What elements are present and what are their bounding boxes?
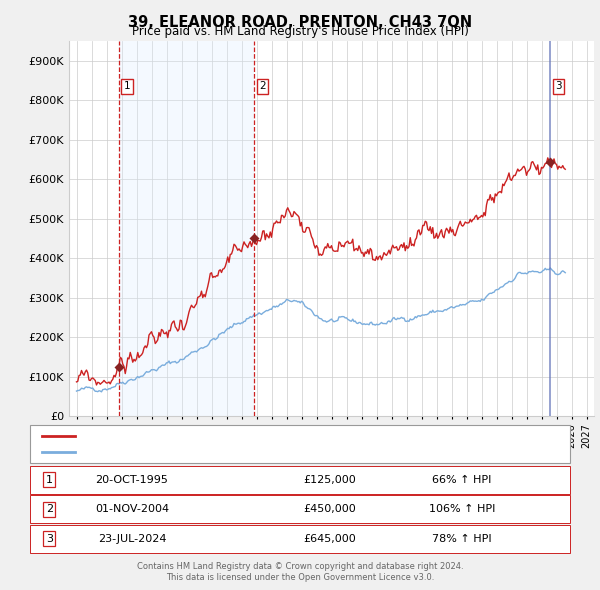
Text: 1: 1 <box>124 81 130 91</box>
Text: Price paid vs. HM Land Registry's House Price Index (HPI): Price paid vs. HM Land Registry's House … <box>131 25 469 38</box>
Text: 39, ELEANOR ROAD, PRENTON, CH43 7QN: 39, ELEANOR ROAD, PRENTON, CH43 7QN <box>128 15 472 30</box>
Text: 3: 3 <box>46 534 53 543</box>
Bar <box>119 41 254 416</box>
Text: HPI: Average price, detached house, Wirral: HPI: Average price, detached house, Wirr… <box>81 447 305 457</box>
Text: £645,000: £645,000 <box>304 534 356 543</box>
Text: £125,000: £125,000 <box>304 475 356 484</box>
Text: 66% ↑ HPI: 66% ↑ HPI <box>433 475 491 484</box>
Text: This data is licensed under the Open Government Licence v3.0.: This data is licensed under the Open Gov… <box>166 572 434 582</box>
Text: 39, ELEANOR ROAD, PRENTON, CH43 7QN (detached house): 39, ELEANOR ROAD, PRENTON, CH43 7QN (det… <box>81 431 396 441</box>
Text: 01-NOV-2004: 01-NOV-2004 <box>95 504 169 514</box>
Text: £450,000: £450,000 <box>304 504 356 514</box>
Text: 2: 2 <box>259 81 266 91</box>
Text: 3: 3 <box>555 81 562 91</box>
Text: 1: 1 <box>46 475 53 484</box>
Bar <box>69 41 594 416</box>
Text: Contains HM Land Registry data © Crown copyright and database right 2024.: Contains HM Land Registry data © Crown c… <box>137 562 463 571</box>
Text: 106% ↑ HPI: 106% ↑ HPI <box>429 504 495 514</box>
Text: 78% ↑ HPI: 78% ↑ HPI <box>432 534 492 543</box>
Text: 23-JUL-2024: 23-JUL-2024 <box>98 534 166 543</box>
Text: 2: 2 <box>46 504 53 514</box>
Text: 20-OCT-1995: 20-OCT-1995 <box>95 475 169 484</box>
Bar <box>69 41 594 416</box>
